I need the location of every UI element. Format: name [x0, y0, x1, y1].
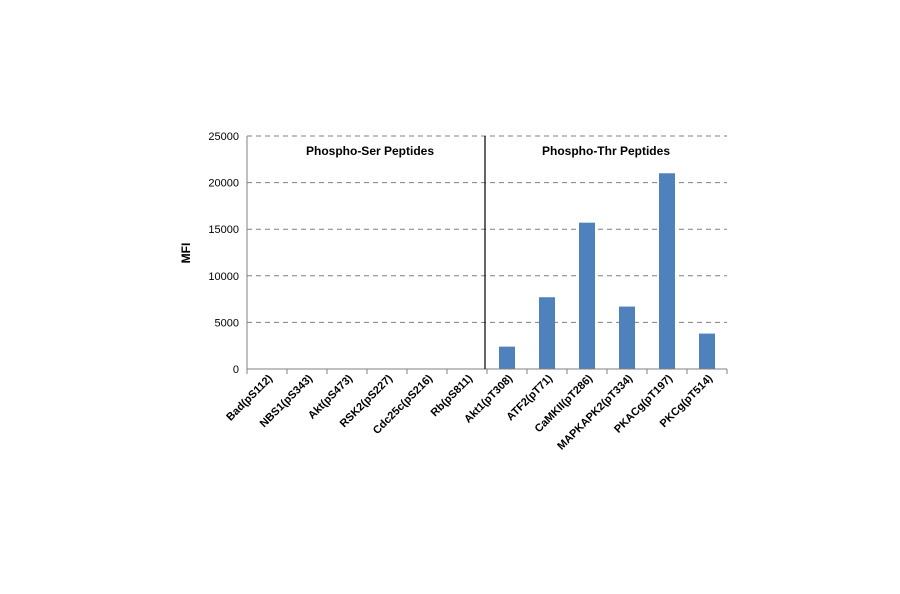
bar — [619, 306, 635, 369]
group-annotation: Phospho-Thr Peptides — [542, 144, 670, 158]
y-axis-label: MFI — [179, 243, 193, 264]
y-tick-label: 10000 — [208, 271, 239, 283]
y-tick-labels: 0 5000 10000 15000 20000 25000 — [208, 131, 239, 376]
y-tick-label: 20000 — [208, 178, 239, 190]
bar — [659, 173, 675, 369]
grid-lines — [247, 135, 727, 323]
axes — [246, 136, 728, 374]
x-category-label: MAPKAPK2(pT334) — [555, 372, 635, 452]
bar — [579, 222, 595, 369]
y-tick-label: 25000 — [208, 131, 239, 143]
y-tick-label: 15000 — [208, 224, 239, 236]
x-category-labels: Bad(pS112)NBS1(pS343)Akt(pS473)RSK2(pS22… — [224, 372, 715, 452]
group-annotation: Phospho-Ser Peptides — [306, 144, 434, 158]
bars — [499, 173, 715, 369]
y-tick-label: 0 — [233, 364, 239, 376]
annotations: Phospho-Ser Peptides Phospho-Thr Peptides — [306, 144, 670, 158]
bar — [499, 346, 515, 369]
bar — [699, 333, 715, 369]
y-tick-label: 5000 — [215, 317, 239, 329]
bar — [539, 297, 555, 369]
